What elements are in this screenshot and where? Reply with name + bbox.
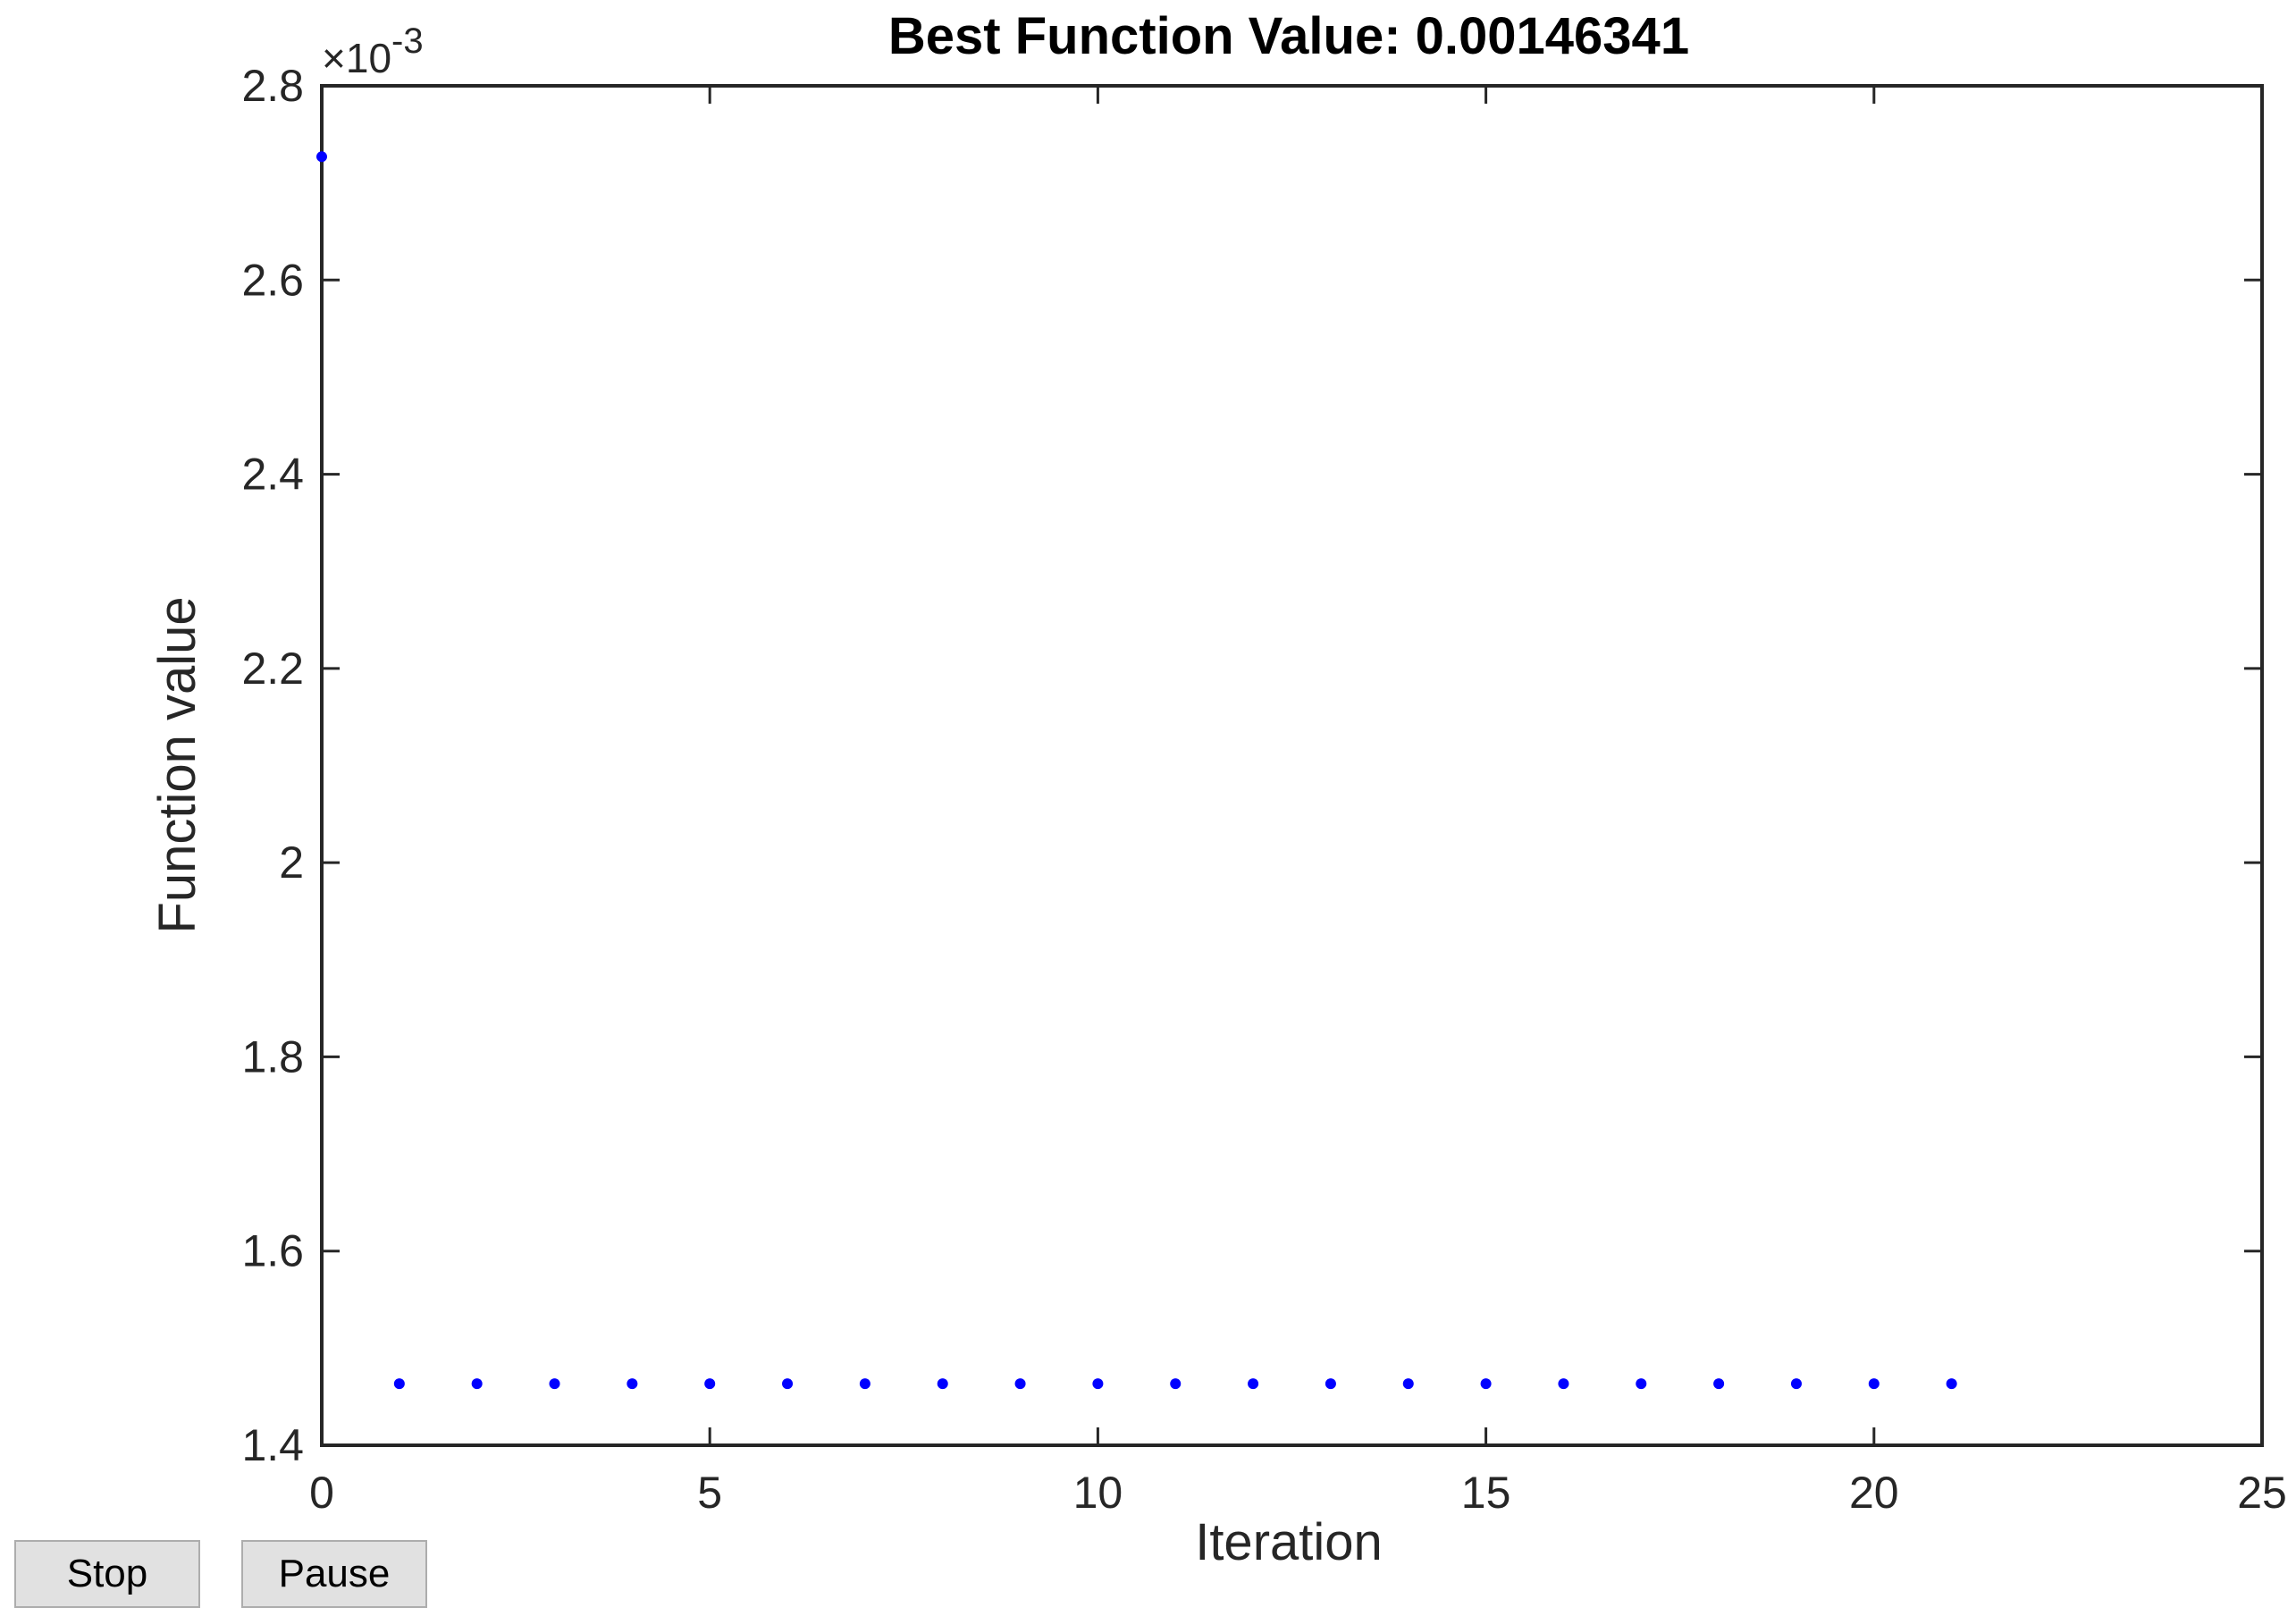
data-point <box>1170 1378 1182 1390</box>
plot-axes <box>320 84 2264 1447</box>
y-tick-label: 2.2 <box>241 644 304 694</box>
data-point <box>859 1378 870 1390</box>
y-exponent-base: ×10 <box>322 35 391 81</box>
data-point <box>1868 1378 1880 1390</box>
data-point <box>782 1378 794 1390</box>
x-tick-label: 20 <box>1849 1468 1899 1518</box>
y-tick-label: 2.6 <box>241 255 304 305</box>
tick-marks <box>320 84 2264 1447</box>
data-points <box>316 151 1957 1390</box>
x-tick-label: 15 <box>1461 1468 1511 1518</box>
data-point <box>316 151 327 163</box>
stop-button[interactable]: Stop <box>14 1540 200 1608</box>
chart-title: Best Function Value: 0.00146341 <box>888 7 1689 65</box>
y-exponent-power: -3 <box>391 21 424 61</box>
x-tick-label: 0 <box>309 1468 334 1518</box>
data-point <box>393 1378 405 1390</box>
y-axis-label: Function value <box>148 596 206 933</box>
plot-box <box>320 84 2264 1447</box>
svg-text:×10-3: ×10-3 <box>322 21 424 81</box>
x-tick-label: 5 <box>697 1468 722 1518</box>
data-point <box>937 1378 948 1390</box>
data-point <box>1790 1378 1802 1390</box>
y-tick-label: 1.6 <box>241 1226 304 1276</box>
data-point <box>1248 1378 1259 1390</box>
y-tick-label: 1.4 <box>241 1420 304 1470</box>
data-point <box>1092 1378 1104 1390</box>
data-point <box>1014 1378 1026 1390</box>
data-point <box>1946 1378 1957 1390</box>
y-tick-label: 2.8 <box>241 61 304 111</box>
y-tick-label: 2.4 <box>241 450 304 500</box>
data-point <box>1402 1378 1414 1390</box>
data-point <box>1480 1378 1492 1390</box>
data-point <box>1325 1378 1336 1390</box>
data-point <box>1636 1378 1647 1390</box>
y-exponent-label: ×10-3 <box>322 21 424 81</box>
data-point <box>1713 1378 1725 1390</box>
x-tick-label: 10 <box>1073 1468 1123 1518</box>
x-tick-labels: 0 5 10 15 20 25 <box>309 1468 2287 1518</box>
pause-button[interactable]: Pause <box>241 1540 427 1608</box>
x-tick-label: 25 <box>2237 1468 2287 1518</box>
y-tick-label: 1.8 <box>241 1031 304 1082</box>
y-tick-label: 2 <box>279 837 304 888</box>
data-point <box>549 1378 560 1390</box>
x-axis-label: Iteration <box>1195 1513 1383 1571</box>
data-point <box>471 1378 483 1390</box>
data-point <box>627 1378 638 1390</box>
y-tick-labels: 1.4 1.6 1.8 2 2.2 2.4 2.6 2.8 <box>241 61 304 1470</box>
data-point <box>704 1378 716 1390</box>
data-point <box>1558 1378 1569 1390</box>
